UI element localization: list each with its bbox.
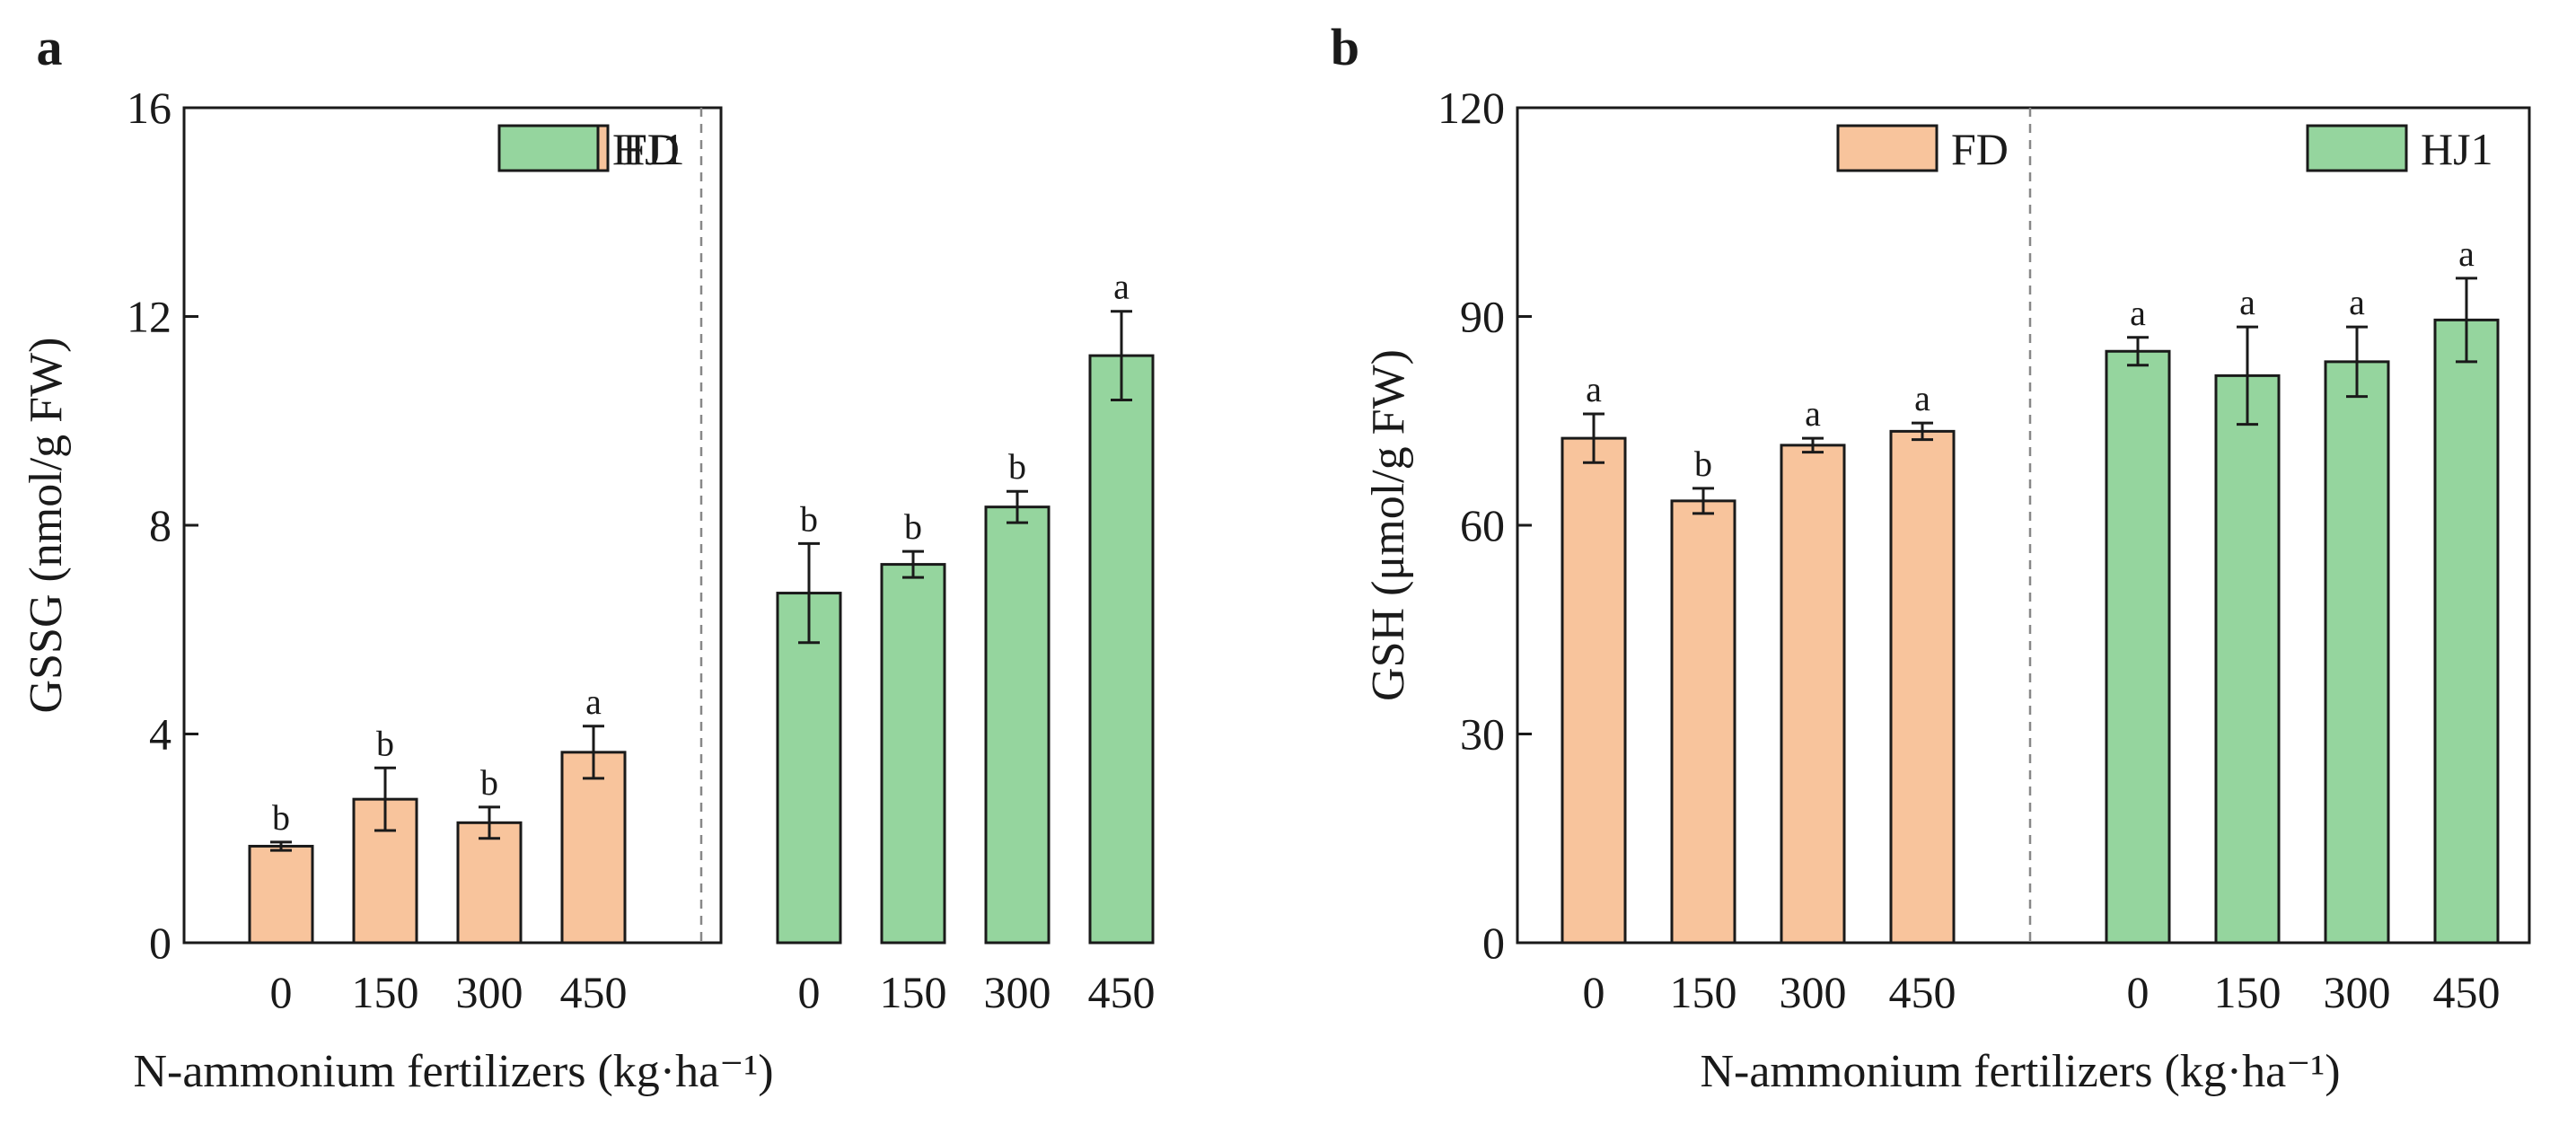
y-tick-label: 90	[1460, 292, 1505, 342]
x-tick-label: 0	[2127, 967, 2150, 1017]
series-HJ1: a 0 a 150 a 300 a 450	[2105, 233, 2501, 1017]
x-tick-label: 0	[1583, 967, 1605, 1017]
y-tick-label: 120	[1437, 83, 1505, 133]
significance-letter: b	[376, 723, 394, 763]
bar	[1889, 429, 1956, 945]
plot-frame	[182, 106, 723, 945]
bar	[560, 751, 627, 945]
y-axis-title: GSH (μmol/g FW)	[1363, 349, 1414, 701]
bar	[2214, 374, 2281, 945]
y-tick-label: 60	[1460, 500, 1505, 550]
significance-letter: a	[1805, 393, 1821, 434]
x-tick-label: 150	[1670, 967, 1737, 1017]
legend-label: FD	[622, 124, 680, 174]
significance-letter: b	[1694, 444, 1712, 484]
significance-letter: a	[1113, 267, 1130, 307]
x-axis-title: N-ammonium fertilizers (kg·ha⁻¹)	[133, 1046, 773, 1097]
x-axis-title: N-ammonium fertilizers (kg·ha⁻¹)	[1700, 1046, 2340, 1097]
significance-letter: a	[2349, 282, 2365, 322]
significance-letter: a	[585, 681, 602, 722]
x-tick-label: 150	[880, 967, 947, 1017]
significance-letter: a	[2130, 293, 2146, 333]
panel-letter: b	[1331, 18, 1359, 76]
bar	[984, 505, 1051, 945]
bar	[776, 592, 842, 945]
bar	[1561, 436, 1627, 945]
series-HJ1: b 0 b 150 b 300 a 450	[776, 267, 1156, 1017]
bar	[1780, 444, 1846, 945]
series-FD: b 0 b 150 b 300 a 450	[248, 681, 628, 1017]
x-tick-label: 300	[1780, 967, 1847, 1017]
y-tick-label: 8	[149, 500, 171, 550]
x-tick-label: 450	[1889, 967, 1956, 1017]
bar	[456, 821, 523, 945]
chart-panel-a: a 0 4 8 12 16 GSSG (nmol/g FW) b 0 b 150 b 300 a 450 b 0…	[21, 18, 1156, 1097]
bar	[1088, 354, 1155, 945]
x-tick-label: 450	[1088, 967, 1156, 1017]
x-tick-label: 300	[984, 967, 1051, 1017]
y-tick-label: 4	[149, 709, 171, 760]
significance-letter: a	[2239, 282, 2255, 322]
y-tick-label: 30	[1460, 709, 1505, 760]
x-tick-label: 150	[352, 967, 419, 1017]
legend-swatch	[1836, 124, 1939, 172]
legend-label: HJ1	[612, 124, 685, 174]
chart-panel-b: b 0 30 60 90 120 GSH (μmol/g FW) a 0 b 150 a 300 a 450…	[1331, 18, 2531, 1097]
y-tick-label: 0	[149, 918, 171, 968]
panel-letter: a	[37, 18, 63, 76]
x-tick-label: 150	[2214, 967, 2281, 1017]
legend-swatch	[2306, 124, 2408, 172]
x-tick-label: 300	[2324, 967, 2391, 1017]
legend-swatch	[497, 124, 600, 172]
significance-letter: b	[1008, 446, 1026, 487]
bar	[880, 563, 946, 945]
x-tick-label: 0	[270, 967, 293, 1017]
significance-letter: a	[1586, 369, 1602, 409]
bar	[1670, 499, 1736, 945]
bar	[2433, 318, 2500, 945]
y-axis-title: GSSG (nmol/g FW)	[21, 338, 72, 714]
significance-letter: b	[904, 506, 922, 547]
x-tick-label: 450	[560, 967, 628, 1017]
significance-letter: b	[480, 762, 498, 803]
legend-label: FD	[1951, 124, 2009, 174]
series-FD: a 0 b 150 a 300 a 450	[1561, 369, 1956, 1017]
legend-label: HJ1	[2421, 124, 2493, 174]
x-tick-label: 300	[456, 967, 523, 1017]
x-tick-label: 0	[798, 967, 821, 1017]
y-tick-label: 16	[127, 83, 171, 133]
y-tick-label: 12	[127, 292, 171, 342]
legend-HJ1: HJ1	[497, 124, 685, 174]
significance-letter: b	[800, 498, 818, 539]
significance-letter: a	[2458, 233, 2475, 274]
legend-HJ1: HJ1	[2306, 124, 2493, 174]
x-tick-label: 450	[2433, 967, 2501, 1017]
bar	[248, 844, 314, 945]
bar	[2324, 360, 2390, 945]
significance-letter: a	[1914, 378, 1930, 418]
legend-FD: FD	[1836, 124, 2009, 174]
y-tick-label: 0	[1482, 918, 1505, 968]
bar	[2105, 349, 2171, 945]
significance-letter: b	[272, 797, 290, 838]
